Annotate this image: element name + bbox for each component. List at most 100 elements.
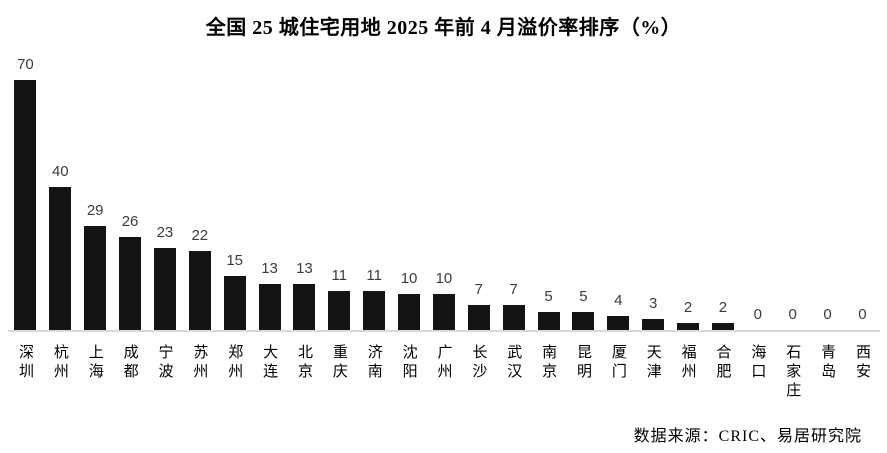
bar-column: 2 <box>706 299 741 330</box>
bar-column: 70 <box>8 56 43 330</box>
category-cell: 昆明 <box>566 344 601 382</box>
bar-column: 11 <box>322 267 357 330</box>
bar-value-label: 7 <box>509 281 518 298</box>
bar <box>49 187 72 330</box>
category-cell: 郑州 <box>217 344 252 382</box>
category-cell: 大连 <box>252 344 287 382</box>
category-cell: 福州 <box>671 344 706 382</box>
city-label: 福州 <box>679 344 696 382</box>
bar <box>328 291 351 330</box>
bar-value-label: 15 <box>226 252 244 269</box>
city-label: 长沙 <box>470 344 487 382</box>
bar <box>363 291 386 330</box>
category-cell: 沈阳 <box>392 344 427 382</box>
category-cell: 杭州 <box>43 344 78 382</box>
bar <box>711 323 734 330</box>
bar-column: 7 <box>496 281 531 330</box>
bar-column: 22 <box>182 227 217 330</box>
category-cell: 长沙 <box>461 344 496 382</box>
bar-column: 7 <box>461 281 496 330</box>
bar-column: 15 <box>217 252 252 330</box>
category-cell: 天津 <box>636 344 671 382</box>
bar-value-label: 5 <box>544 288 553 305</box>
bar-column: 4 <box>601 292 636 330</box>
bar-value-label: 0 <box>753 306 762 323</box>
bar <box>398 294 421 330</box>
bar-value-label: 2 <box>683 299 693 316</box>
bar-column: 10 <box>392 270 427 330</box>
bar-value-label: 10 <box>435 270 453 287</box>
bar-column: 0 <box>775 306 810 330</box>
city-label: 苏州 <box>191 344 208 382</box>
bar-value-label: 0 <box>788 306 797 323</box>
category-cell: 深圳 <box>8 344 43 382</box>
city-label: 济南 <box>365 344 382 382</box>
city-label: 青岛 <box>819 344 836 382</box>
bar <box>153 248 176 330</box>
city-label: 昆明 <box>574 344 591 382</box>
bar-column: 5 <box>566 288 601 330</box>
bar <box>293 284 316 330</box>
bar-value-label: 26 <box>121 213 139 230</box>
bar <box>537 312 560 330</box>
city-label: 天津 <box>644 344 661 382</box>
bar <box>467 305 490 330</box>
bar-column: 23 <box>148 224 183 330</box>
category-cell: 海口 <box>740 344 775 382</box>
category-cell: 宁波 <box>148 344 183 382</box>
bar <box>119 237 142 330</box>
category-cell: 广州 <box>427 344 462 382</box>
city-label: 石家庄 <box>784 344 801 401</box>
bar-column: 0 <box>845 306 880 330</box>
bar-value-label: 5 <box>579 288 588 305</box>
bars-row: 70 40 29 26 23 22 15 13 13 11 11 10 10 7 7 5 5 4 3 2 2 0 0 0 0 <box>8 42 880 330</box>
category-cell: 济南 <box>357 344 392 382</box>
bar-value-label: 7 <box>474 281 483 298</box>
city-label: 深圳 <box>16 344 33 382</box>
category-cell: 重庆 <box>322 344 357 382</box>
city-label: 重庆 <box>330 344 347 382</box>
category-cell: 上海 <box>78 344 113 382</box>
bar <box>432 294 455 330</box>
bar-value-label: 0 <box>823 306 832 323</box>
city-label: 南京 <box>540 344 557 382</box>
city-label: 厦门 <box>609 344 626 382</box>
city-label: 武汉 <box>505 344 522 382</box>
bar <box>258 284 281 330</box>
city-label: 广州 <box>435 344 452 382</box>
category-cell: 厦门 <box>601 344 636 382</box>
category-cell: 合肥 <box>706 344 741 382</box>
category-cell: 北京 <box>287 344 322 382</box>
city-label: 合肥 <box>714 344 731 382</box>
bar-value-label: 40 <box>51 163 69 180</box>
category-cell: 武汉 <box>496 344 531 382</box>
category-cell: 西安 <box>845 344 880 382</box>
bar-value-label: 10 <box>400 270 418 287</box>
city-label: 大连 <box>261 344 278 382</box>
bar-value-label: 70 <box>17 56 34 73</box>
bar-value-label: 29 <box>86 202 104 219</box>
city-label: 杭州 <box>51 344 68 382</box>
city-label: 上海 <box>86 344 103 382</box>
bar <box>188 251 211 330</box>
bar-column: 26 <box>113 213 148 330</box>
city-label: 西安 <box>853 344 870 382</box>
city-label: 成都 <box>121 344 138 382</box>
bar <box>642 319 665 330</box>
category-cell: 南京 <box>531 344 566 382</box>
bar-column: 10 <box>427 270 462 330</box>
bar-value-label: 2 <box>718 299 728 316</box>
bar-column: 3 <box>636 295 671 330</box>
category-cell: 成都 <box>113 344 148 382</box>
city-label: 郑州 <box>226 344 243 382</box>
category-labels-row: 深圳 杭州 上海 成都 宁波 苏州 郑州 大连 北京 重庆 济南 沈阳 广州 长沙 武汉 南京 昆明 厦门 天津 福州… <box>8 344 880 434</box>
chart-title: 全国 25 城住宅用地 2025 年前 4 月溢价率排序（%） <box>205 17 682 39</box>
bar-value-label: 11 <box>331 267 348 284</box>
bar-column: 0 <box>740 306 775 330</box>
category-cell: 石家庄 <box>775 344 810 401</box>
bar <box>223 276 246 330</box>
bar-value-label: 4 <box>614 292 623 309</box>
bar-value-label: 11 <box>366 267 382 284</box>
category-cell: 青岛 <box>810 344 845 382</box>
